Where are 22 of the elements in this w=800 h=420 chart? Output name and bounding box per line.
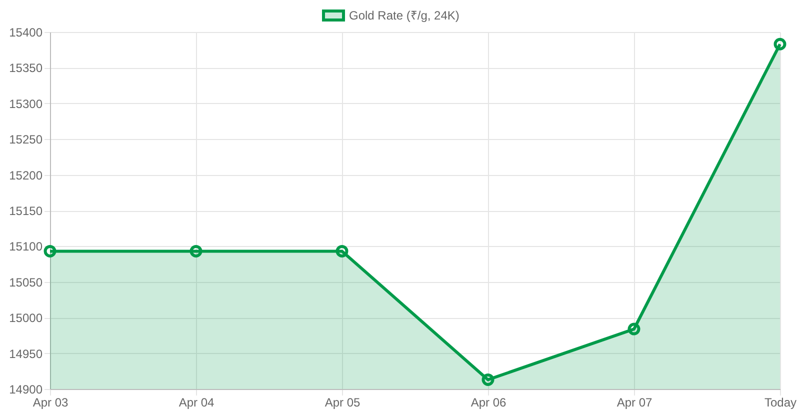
x-tick-label: Apr 05 — [324, 396, 360, 410]
x-tick-label: Today — [764, 396, 797, 410]
point — [190, 244, 202, 258]
y-tick-label: 15150 — [9, 204, 43, 218]
x-tick-label: Apr 03 — [32, 396, 68, 410]
y-tick-label: 15350 — [9, 61, 43, 76]
x-tick-label: Apr 07 — [616, 396, 652, 410]
legend-label: Gold Rate (₹/g, 24K) — [349, 8, 460, 22]
y-tick-label: 15200 — [9, 168, 43, 182]
y-tick-label: 15250 — [9, 132, 43, 147]
point — [482, 373, 494, 386]
y-tick-label: 15050 — [9, 275, 43, 290]
y-tick-label: 15100 — [9, 240, 43, 254]
y-tick-label: 15400 — [9, 26, 43, 40]
y-tick-label: 15000 — [9, 311, 43, 326]
x-tick-label: Apr 06 — [470, 396, 506, 410]
x-tick-label: Apr 04 — [178, 396, 214, 410]
point — [628, 322, 640, 336]
y-tick-label: 14900 — [9, 382, 43, 396]
y-tick-label: 14950 — [9, 346, 43, 361]
point — [336, 244, 348, 258]
y-tick-label: 15300 — [9, 96, 43, 111]
